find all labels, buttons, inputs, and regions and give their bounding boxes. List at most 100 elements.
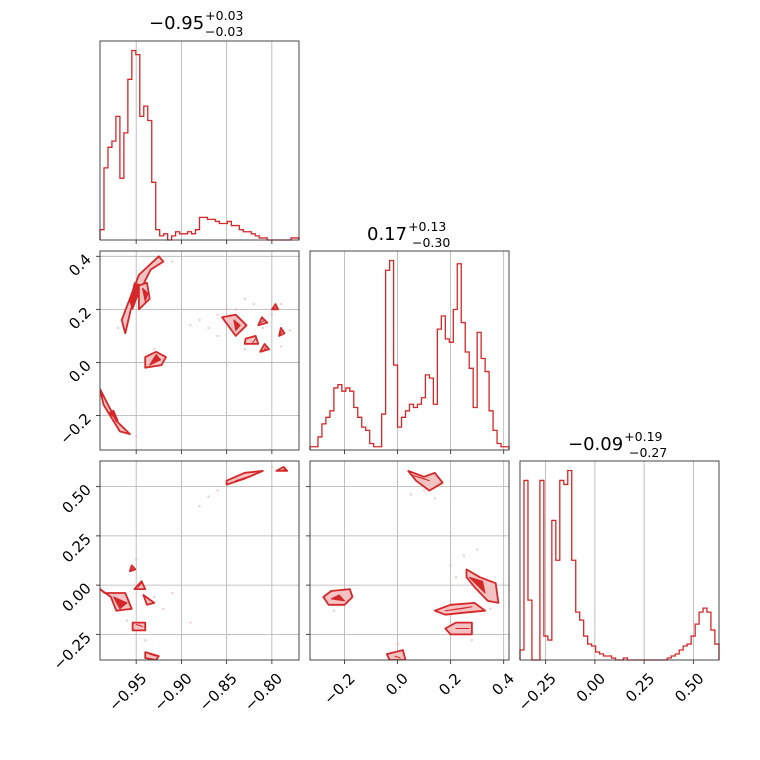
sample-point <box>125 619 129 622</box>
density-contour-inner <box>280 468 286 472</box>
density-contour-inner <box>135 624 143 627</box>
panel-frame <box>99 250 300 451</box>
sample-point <box>153 347 156 351</box>
sample-point <box>216 313 219 316</box>
y-tick-label: 0.4 <box>65 250 95 280</box>
density-contour-inner <box>410 474 430 482</box>
x-tick-label: −0.85 <box>196 670 241 715</box>
title-param-2-median: 0.17 <box>367 224 407 245</box>
title-param-1-upper: +0.03 <box>205 8 243 23</box>
density-contour-inner <box>444 606 473 612</box>
sample-point <box>396 643 399 646</box>
panel-r2c0: −0.95 −0.90 −0.85 −0.80 −0.25 0.00 0.25 0.50 <box>50 460 300 715</box>
density-contour-inner <box>146 596 152 602</box>
y-tick-label: 0.25 <box>58 530 94 566</box>
panel-r2c1: −0.2 0.0 0.2 0.4 <box>306 460 518 708</box>
sample-point <box>489 607 492 610</box>
sample-point <box>198 318 201 322</box>
density-contour-outer <box>131 621 147 632</box>
density-contour-outer <box>142 594 156 606</box>
density-contour-inner <box>113 596 128 610</box>
density-contour-outer <box>385 649 407 660</box>
sample-point <box>332 609 336 612</box>
density-contour-inner <box>330 594 345 602</box>
x-tick-label: −0.2 <box>320 670 358 708</box>
histogram-steps <box>519 469 720 661</box>
density-contour-outer <box>243 334 260 345</box>
title-param-3-upper: +0.19 <box>624 429 662 444</box>
title-param-2-lower: −0.30 <box>412 235 450 250</box>
density-contour-inner <box>273 306 277 310</box>
sample-point <box>449 564 452 567</box>
y-tick-label: −0.2 <box>56 410 94 448</box>
sample-point <box>433 497 436 500</box>
sample-point <box>225 308 228 311</box>
sample-point <box>171 260 174 263</box>
sample-point <box>261 326 265 330</box>
x-tick-label: −0.25 <box>515 670 560 715</box>
title-param-2: 0.17+0.13 −0.30 <box>367 219 450 250</box>
sample-point <box>144 639 147 642</box>
title-param-1-lower: −0.03 <box>205 24 243 39</box>
density-contour-outer <box>144 651 160 660</box>
x-tick-label: 0.2 <box>435 670 465 700</box>
sample-point <box>234 308 237 311</box>
sample-point <box>134 558 138 561</box>
sample-point <box>475 548 479 551</box>
sample-point <box>189 621 192 624</box>
density-contour-inner <box>142 287 149 302</box>
density-contour-inner <box>149 653 157 657</box>
sample-point <box>279 345 283 348</box>
sample-point <box>288 329 292 332</box>
sample-point <box>116 326 120 330</box>
histogram-steps <box>99 49 300 241</box>
density-contour-inner <box>131 566 134 570</box>
panel-frame <box>519 460 720 661</box>
title-param-1: −0.95+0.03 −0.03 <box>149 8 243 39</box>
density-contour-inner <box>251 338 257 345</box>
sample-point <box>462 554 466 557</box>
x-tick-label: −0.80 <box>241 670 286 715</box>
sample-point <box>134 435 138 438</box>
sample-point <box>171 591 174 595</box>
panel-r2c2: −0.25 0.00 0.25 0.50 <box>515 460 720 715</box>
sample-point <box>470 639 474 642</box>
density-contour-inner <box>262 346 267 353</box>
y-tick-label: 0.00 <box>58 579 94 615</box>
panel-frame <box>99 40 300 241</box>
sample-point <box>409 493 413 496</box>
density-contour-inner <box>233 319 241 332</box>
density-contour-outer <box>100 388 131 436</box>
density-contour-inner <box>235 474 255 482</box>
x-tick-label: 0.0 <box>382 670 412 700</box>
sample-point <box>216 334 219 338</box>
sample-point <box>270 313 274 316</box>
title-param-3-lower: −0.27 <box>629 445 667 460</box>
y-tick-label: −0.25 <box>50 628 95 673</box>
panels: −0.20.00.20.4−0.95 −0.90 −0.85 −0.80−0.250.… <box>50 40 720 715</box>
density-contour-outer <box>407 469 444 492</box>
density-contour-inner <box>280 330 284 334</box>
scatter-content <box>100 465 289 660</box>
y-tick-label: 0.50 <box>58 481 94 517</box>
x-tick-label: 0.4 <box>488 670 518 700</box>
sample-point <box>216 489 219 492</box>
sample-point <box>454 576 458 579</box>
x-tick-label: −0.90 <box>150 670 195 715</box>
sample-point <box>243 297 246 300</box>
sample-point <box>207 495 210 498</box>
scatter-content <box>100 255 292 438</box>
panel-frame <box>309 460 510 661</box>
x-tick-label: −0.95 <box>105 670 150 715</box>
panel-r1c0: −0.2 0.0 0.2 0.4 <box>56 250 300 454</box>
panel-r0c0 <box>99 40 300 244</box>
title-param-2-upper: +0.13 <box>408 219 446 234</box>
x-tick-label: 0.50 <box>671 670 707 706</box>
density-contour-inner <box>468 576 486 594</box>
title-param-1-median: −0.95 <box>149 13 204 34</box>
y-tick-label: 0.0 <box>65 357 95 387</box>
density-contour-inner <box>149 354 162 366</box>
sample-point <box>252 302 255 306</box>
panel-frame <box>99 460 300 661</box>
